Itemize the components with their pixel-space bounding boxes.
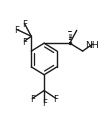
Text: F: F: [22, 20, 27, 29]
Text: NH: NH: [85, 40, 99, 49]
Text: F: F: [42, 98, 47, 107]
Text: F: F: [30, 94, 35, 103]
Text: F: F: [14, 26, 19, 35]
Text: F: F: [53, 94, 59, 103]
Text: F: F: [22, 37, 27, 46]
